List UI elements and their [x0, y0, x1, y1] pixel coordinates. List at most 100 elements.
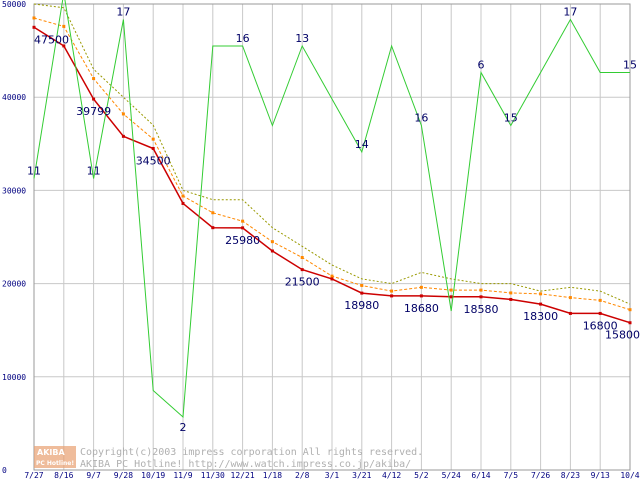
- count-data-label: 15: [623, 59, 637, 72]
- count-data-label: 6: [478, 59, 485, 72]
- x-tick-label: 2/8: [295, 471, 310, 480]
- count-data-label: 15: [504, 112, 518, 125]
- price-data-label: 21500: [285, 276, 320, 289]
- x-tick-label: 7/27: [24, 471, 43, 480]
- series-point-2: [300, 268, 304, 272]
- x-tick-label: 1/18: [263, 471, 282, 480]
- series-point-1: [92, 77, 96, 81]
- grid: [33, 3, 631, 471]
- x-tick-label: 11/9: [173, 471, 192, 480]
- y-tick-label: 30000: [2, 186, 26, 195]
- series-point-1: [628, 308, 632, 312]
- series-point-1: [181, 194, 185, 198]
- logo-bottom-text: PC Hotline!: [36, 460, 74, 467]
- price-data-label: 18580: [464, 303, 499, 316]
- series-point-2: [509, 297, 513, 301]
- series-point-1: [568, 296, 572, 300]
- series-point-2: [151, 146, 155, 150]
- x-tick-label: 5/24: [442, 471, 461, 480]
- akiba-logo-icon: [34, 446, 76, 468]
- y-tick-label: 10000: [2, 373, 26, 382]
- series-point-2: [449, 295, 453, 299]
- series-point-2: [539, 302, 543, 306]
- x-tick-label: 10/4: [620, 471, 639, 480]
- copyright-text: Copyright(c)2003 impress corporation All…: [80, 447, 423, 458]
- series-point-2: [568, 311, 572, 315]
- series-point-1: [330, 274, 334, 278]
- series-point-1: [270, 240, 274, 244]
- series-point-1: [509, 291, 513, 295]
- series-point-1: [598, 298, 602, 302]
- price-data-label: 18300: [523, 310, 558, 323]
- series-point-2: [598, 311, 602, 315]
- count-data-label: 13: [295, 32, 309, 45]
- series-point-2: [181, 201, 185, 205]
- series-point-1: [121, 112, 125, 116]
- series-point-2: [479, 295, 483, 299]
- series-point-2: [360, 291, 364, 295]
- series-point-2: [32, 25, 36, 29]
- series-point-2: [270, 249, 274, 253]
- plot-border: [33, 3, 631, 471]
- price-data-label: 18980: [344, 299, 379, 312]
- count-data-label: 17: [116, 6, 130, 19]
- series-point-1: [300, 256, 304, 260]
- x-tick-label: 10/19: [141, 471, 165, 480]
- x-tick-label: 3/21: [352, 471, 371, 480]
- price-data-label: 25980: [225, 234, 260, 247]
- y-axis: 0 10000 20000 30000 40000 50000: [2, 0, 26, 475]
- x-tick-label: 9/7: [86, 471, 101, 480]
- price-data-label: 39799: [76, 105, 111, 118]
- x-tick-label: 9/13: [591, 471, 610, 480]
- series-layer: [32, 0, 632, 419]
- series-point-2: [62, 44, 66, 48]
- x-tick-label: 4/12: [382, 471, 401, 480]
- price-data-label: 34500: [136, 154, 171, 167]
- price-data-label: 15800: [605, 329, 640, 342]
- y-tick-label: 20000: [2, 280, 26, 289]
- series-point-2: [390, 294, 394, 298]
- series-point-2: [628, 321, 632, 325]
- count-data-label: 11: [87, 165, 101, 178]
- count-data-label: 17: [563, 6, 577, 19]
- x-tick-label: 8/16: [54, 471, 73, 480]
- count-data-label: 16: [236, 32, 250, 45]
- x-tick-label: 7/5: [504, 471, 519, 480]
- series-point-1: [449, 288, 453, 292]
- x-tick-label: 9/28: [114, 471, 133, 480]
- series-point-1: [32, 16, 36, 20]
- series-point-2: [121, 134, 125, 138]
- series-line-3: [33, 0, 630, 419]
- price-data-label: 47500: [34, 33, 69, 46]
- y-tick-label: 0: [2, 466, 7, 475]
- y-tick-label: 50000: [2, 0, 26, 9]
- series-point-2: [211, 226, 215, 230]
- series-point-2: [330, 277, 334, 281]
- series-point-1: [419, 285, 423, 289]
- x-axis: 7/27 8/16 9/7 9/28 10/19 11/9 11/30 12/21 1/18 2/…: [24, 471, 639, 480]
- count-data-label: 2: [180, 421, 187, 434]
- x-tick-label: 3/1: [325, 471, 340, 480]
- series-point-1: [211, 211, 215, 215]
- x-tick-label: 12/21: [231, 471, 255, 480]
- series-point-1: [360, 283, 364, 287]
- count-data-label: 11: [27, 165, 41, 178]
- data-labels: 47500 39799 34500 25980 21500 18980 18680 18580…: [27, 6, 640, 435]
- logo-top-text: AKIBA: [37, 448, 65, 457]
- x-tick-label: 5/2: [414, 471, 429, 480]
- series-point-2: [241, 226, 245, 230]
- series-point-1: [62, 24, 66, 28]
- y-tick-label: 40000: [2, 93, 26, 102]
- x-tick-label: 7/26: [531, 471, 550, 480]
- series-point-1: [390, 289, 394, 293]
- x-tick-label: 11/30: [201, 471, 225, 480]
- series-point-1: [479, 288, 483, 292]
- series-point-1: [241, 219, 245, 223]
- series-point-1: [151, 137, 155, 141]
- price-data-label: 16800: [583, 319, 618, 332]
- series-point-1: [539, 292, 543, 296]
- copyright-watermark: AKIBA PC Hotline! Copyright(c)2003 impre…: [34, 446, 423, 470]
- series-line-0: [33, 3, 631, 305]
- series-point-2: [419, 294, 423, 298]
